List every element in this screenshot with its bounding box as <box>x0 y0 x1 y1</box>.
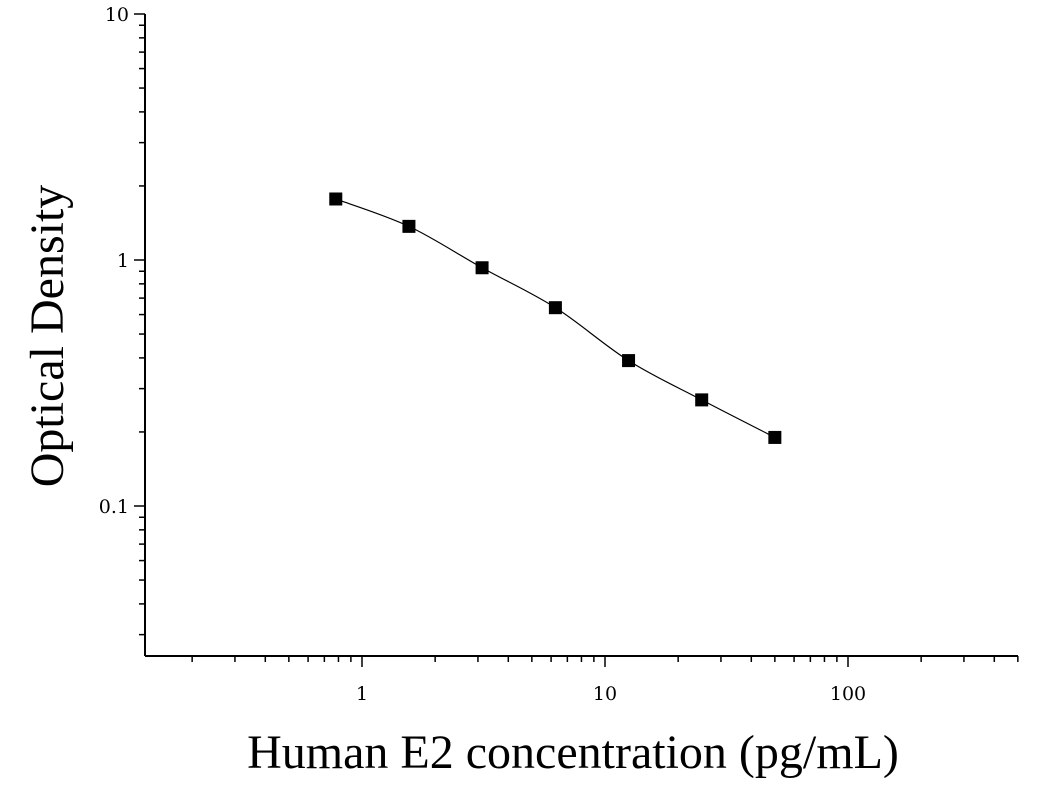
x-tick-label: 1 <box>356 683 368 705</box>
x-tick-label: 100 <box>830 683 866 705</box>
data-point <box>768 430 782 444</box>
fit-curve-layer <box>335 198 776 438</box>
y-axis-title: Optical Density <box>21 185 74 488</box>
data-point <box>622 354 636 368</box>
x-axis-title: Human E2 concentration (pg/mL) <box>247 726 899 779</box>
data-point <box>475 261 489 275</box>
y-tick-label: 10 <box>105 4 129 26</box>
data-point <box>329 192 343 206</box>
data-points-layer <box>329 192 782 444</box>
x-tick-label: 10 <box>593 683 617 705</box>
y-tick-label: 0.1 <box>99 496 129 518</box>
fit-curve <box>335 198 776 438</box>
y-tick-label: 1 <box>117 250 129 272</box>
axes: 1 10 100 10 1 0.1 <box>99 4 1019 705</box>
data-point <box>548 301 562 315</box>
data-point <box>402 219 416 233</box>
data-point <box>695 393 709 407</box>
